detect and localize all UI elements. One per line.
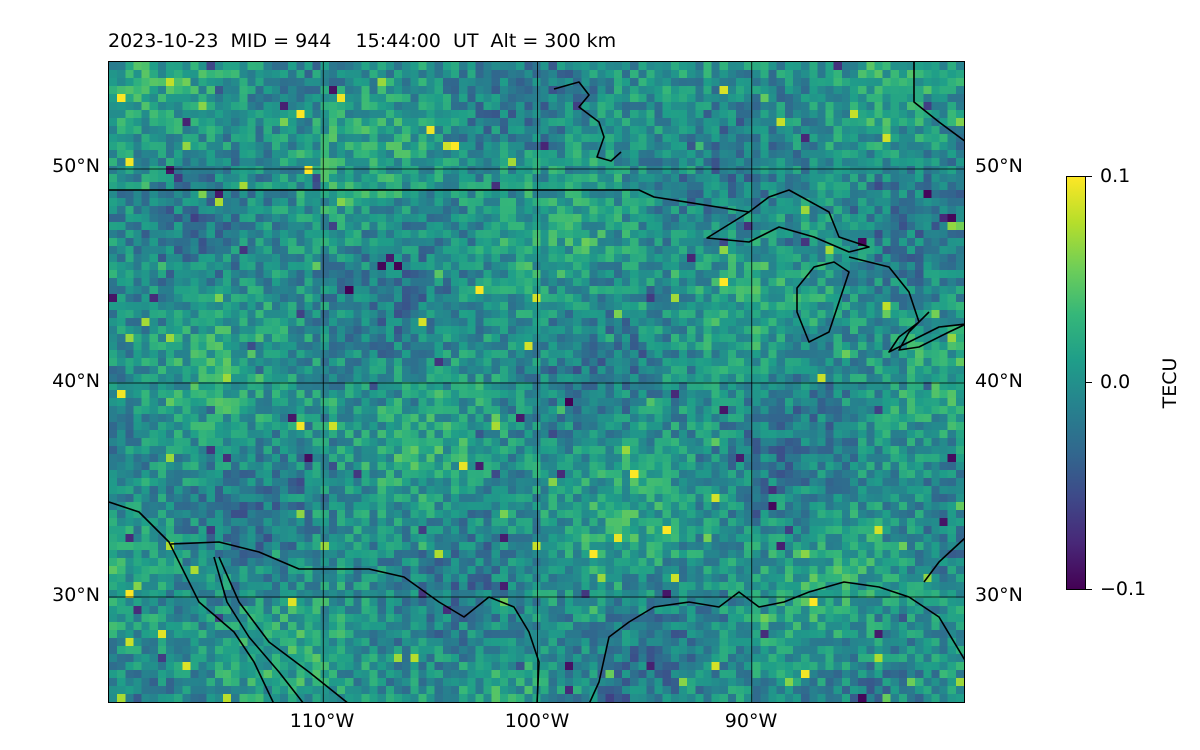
lon-label-110w: 110°W bbox=[289, 710, 355, 732]
lat-label-right-30: 30°N bbox=[975, 584, 1023, 606]
colorbar-tick-zero bbox=[1086, 382, 1092, 383]
baja-east-coast bbox=[213, 556, 304, 702]
colorbar bbox=[1066, 176, 1086, 590]
colorbar-label-zero: 0.0 bbox=[1100, 371, 1131, 393]
colorbar-label-min: −0.1 bbox=[1100, 578, 1147, 600]
colorbar-tick-max bbox=[1086, 176, 1092, 177]
lon-label-100w: 100°W bbox=[504, 710, 570, 732]
lat-label-left-50: 50°N bbox=[52, 155, 100, 177]
hudson-bay-coast bbox=[553, 81, 622, 162]
lake-superior bbox=[706, 189, 870, 253]
lon-label-90w: 90°W bbox=[724, 710, 778, 732]
gridlines bbox=[109, 62, 964, 702]
coastlines-and-borders bbox=[109, 62, 964, 702]
colorbar-label-max: 0.1 bbox=[1100, 165, 1131, 187]
baja-peninsula-coast bbox=[109, 501, 274, 702]
map-panel bbox=[108, 61, 965, 703]
lake-michigan bbox=[796, 261, 850, 343]
colorbar-tick-min bbox=[1086, 589, 1092, 590]
us-mexico-border bbox=[170, 541, 540, 702]
lat-label-right-50: 50°N bbox=[975, 155, 1023, 177]
gulf-of-california-coast bbox=[218, 556, 348, 702]
lat-label-right-40: 40°N bbox=[975, 370, 1023, 392]
map-overlay bbox=[109, 62, 964, 702]
lake-huron-and-erie bbox=[848, 256, 964, 353]
labrador-coast bbox=[913, 62, 964, 142]
plot-title: 2023-10-23 MID = 944 15:44:00 UT Alt = 3… bbox=[108, 30, 617, 52]
gulf-coast bbox=[589, 581, 964, 702]
canada-us-border bbox=[109, 189, 750, 213]
lat-label-left-40: 40°N bbox=[52, 370, 100, 392]
florida-coast bbox=[923, 537, 964, 583]
lat-label-left-30: 30°N bbox=[52, 584, 100, 606]
colorbar-title: TECU bbox=[1159, 357, 1181, 409]
